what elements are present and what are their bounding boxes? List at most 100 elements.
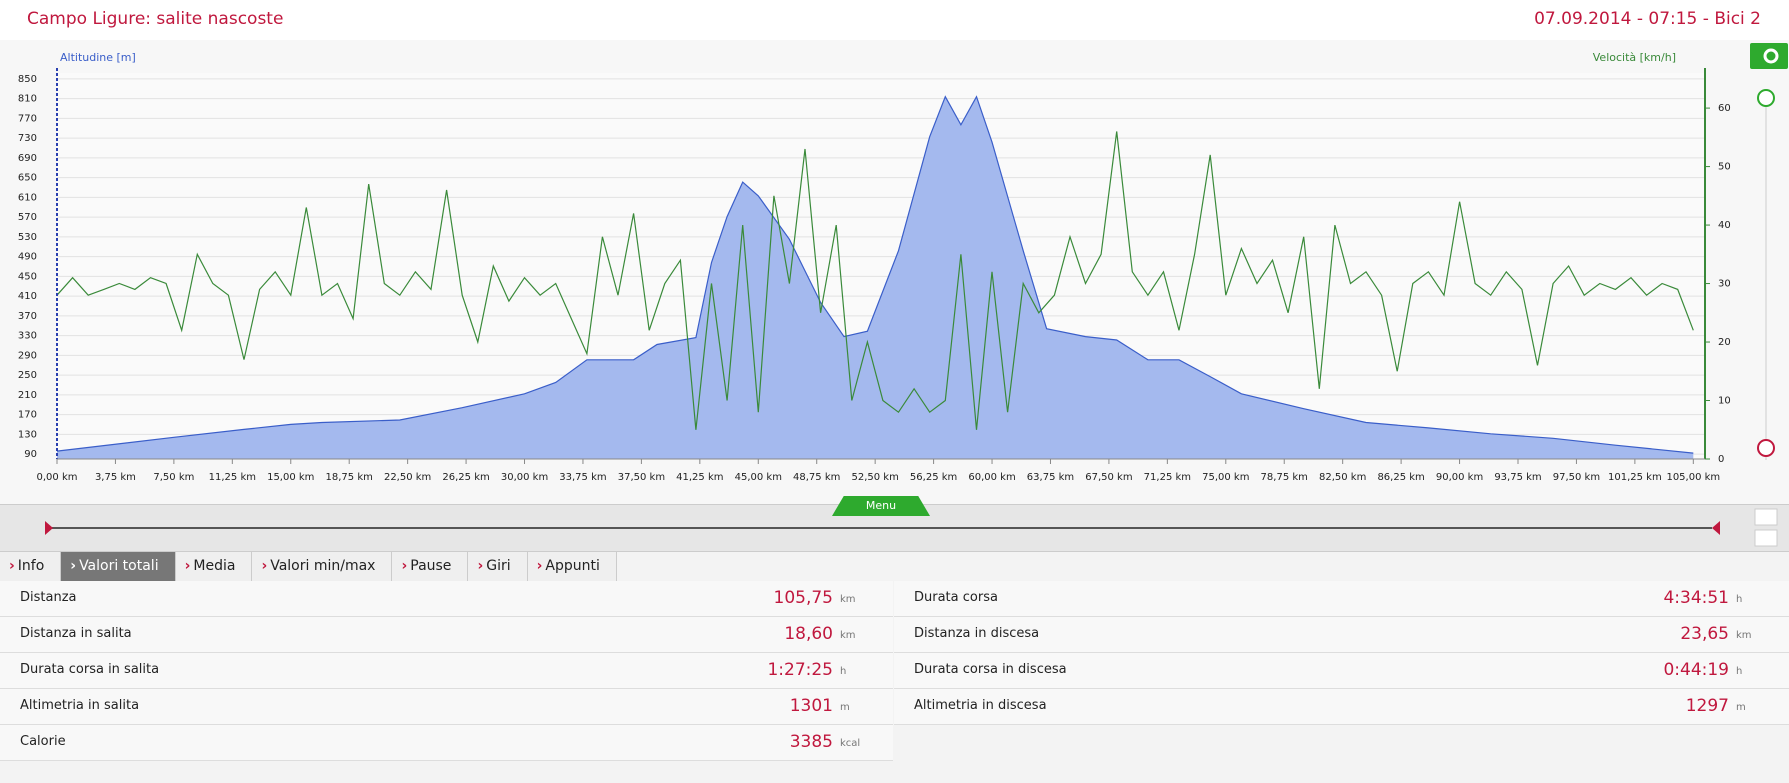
x-tick-label: 63,75 km — [1027, 472, 1074, 483]
y-tick-label: 730 — [18, 133, 37, 144]
title: Campo Ligure: salite nascoste — [27, 9, 284, 29]
altitude-area — [57, 96, 1694, 459]
tab[interactable]: Valori min/max — [252, 551, 393, 582]
chart: Altitudine [m] Velocità [km/h] 90 130 170 2… — [0, 40, 1789, 504]
zoom-out[interactable] — [1757, 439, 1775, 457]
stat-value: 1:27:25 — [767, 660, 833, 680]
stat-label: Durata corsa in salita — [20, 662, 160, 677]
stat-label: Distanza in discesa — [914, 626, 1040, 641]
x-tick-label: 3,75 km — [95, 472, 136, 483]
stat-value: 0:44:19 — [1663, 660, 1729, 680]
header: Campo Ligure: salite nascoste 07.09.2014… — [0, 0, 1789, 41]
x-tick-label: 37,50 km — [618, 472, 665, 483]
y-tick-label: 130 — [18, 429, 37, 440]
stat-value: 1297 — [1685, 696, 1729, 716]
tab[interactable]: Info — [0, 551, 62, 582]
y-tick-label: 450 — [18, 271, 37, 282]
tab[interactable]: Valori totali — [61, 551, 176, 582]
slider-handle-left[interactable] — [45, 521, 53, 535]
slider-handle-right[interactable] — [1712, 521, 1720, 535]
x-tick-label: 18,75 km — [326, 472, 373, 483]
x-tick-label: 75,00 km — [1202, 472, 1249, 483]
settings-button[interactable] — [1750, 43, 1788, 69]
x-tick-label: 86,25 km — [1377, 472, 1424, 483]
stat-row: Calorie 3385 kcal — [0, 725, 893, 761]
tabs: InfoValori totaliMediaValori min/maxPaus… — [0, 551, 617, 582]
x-tick-label: 0,00 km — [37, 472, 78, 483]
stat-row: Durata corsa in salita 1:27:25 h — [0, 653, 893, 689]
x-tick-label: 45,00 km — [735, 472, 782, 483]
stat-label: Durata corsa in discesa — [914, 662, 1067, 677]
y-tick-label: 650 — [18, 173, 37, 184]
tab[interactable]: Pause — [392, 551, 469, 582]
x-tick-label: 11,25 km — [209, 472, 256, 483]
tab[interactable]: Giri — [468, 551, 528, 582]
y-tick-label: 370 — [18, 311, 37, 322]
stat-value: 3385 — [789, 732, 833, 752]
x-tick-label: 41,25 km — [676, 472, 723, 483]
menu-tab[interactable]: Menu — [832, 496, 930, 516]
y-tick-label: 90 — [24, 449, 37, 460]
y-tick-label: 530 — [18, 232, 37, 243]
x-tick-label: 22,50 km — [384, 472, 431, 483]
scroll-down[interactable] — [1754, 529, 1778, 547]
y-tick-label: 490 — [18, 252, 37, 263]
stat-value: 18,60 — [784, 624, 833, 644]
y-axis-label: Altitudine [m] — [60, 51, 136, 64]
y-tick-label: 330 — [18, 331, 37, 342]
x-tick-label: 52,50 km — [851, 472, 898, 483]
stat-unit: h — [840, 666, 847, 677]
y-tick-label: 610 — [18, 192, 37, 203]
x-tick-label: 67,50 km — [1085, 472, 1132, 483]
y-tick-label: 850 — [18, 74, 37, 85]
stat-row: Distanza in salita 18,60 km — [0, 617, 893, 653]
stat-label: Altimetria in discesa — [914, 698, 1047, 713]
x-tick-label: 30,00 km — [501, 472, 548, 483]
zoom-in[interactable] — [1757, 89, 1775, 107]
x-tick-label: 82,50 km — [1319, 472, 1366, 483]
x-tick-label: 26,25 km — [442, 472, 489, 483]
y-tick-label: 210 — [18, 390, 37, 401]
stat-unit: m — [840, 702, 850, 713]
stat-row: Distanza in discesa 23,65 km — [894, 617, 1789, 653]
y2-tick-label: 10 — [1718, 396, 1731, 407]
range-slider — [45, 508, 1778, 547]
y-tick-label: 770 — [18, 113, 37, 124]
stat-row: Durata corsa 4:34:51 h — [894, 581, 1789, 617]
stat-label: Durata corsa — [914, 590, 998, 605]
stat-unit: kcal — [840, 738, 861, 749]
stat-unit: km — [840, 594, 856, 605]
stat-label: Altimetria in salita — [20, 698, 140, 713]
y2-tick-label: 0 — [1718, 454, 1724, 465]
stat-unit: km — [840, 630, 856, 641]
y-tick-label: 570 — [18, 212, 37, 223]
ride-info: 07.09.2014 - 07:15 - Bici 2 — [1534, 9, 1761, 29]
x-tick-label: 105,00 km — [1666, 472, 1720, 483]
x-tick-label: 56,25 km — [910, 472, 957, 483]
stat-unit: km — [1736, 630, 1752, 641]
y2-tick-label: 30 — [1718, 279, 1731, 290]
stat-row: Durata corsa in discesa 0:44:19 h — [894, 653, 1789, 689]
stat-unit: m — [1736, 702, 1746, 713]
x-tick-label: 15,00 km — [267, 472, 314, 483]
y2-tick-label: 20 — [1718, 337, 1731, 348]
stat-value: 105,75 — [773, 588, 833, 608]
stat-row: Altimetria in salita 1301 m — [0, 689, 893, 725]
tab[interactable]: Media — [175, 551, 253, 582]
y-tick-label: 290 — [18, 350, 37, 361]
x-tick-label: 33,75 km — [559, 472, 606, 483]
x-tick-label: 71,25 km — [1144, 472, 1191, 483]
stat-unit: h — [1736, 594, 1743, 605]
x-tick-label: 97,50 km — [1553, 472, 1600, 483]
y-tick-label: 170 — [18, 410, 37, 421]
x-tick-label: 93,75 km — [1494, 472, 1541, 483]
stat-label: Distanza in salita — [20, 626, 132, 641]
tab[interactable]: Appunti — [527, 551, 617, 582]
altitude-line — [56, 95, 1694, 454]
y-tick-label: 250 — [18, 370, 37, 381]
stat-label: Calorie — [20, 734, 66, 749]
x-tick-label: 7,50 km — [153, 472, 194, 483]
scroll-up[interactable] — [1754, 508, 1778, 526]
stat-label: Distanza — [20, 590, 77, 605]
